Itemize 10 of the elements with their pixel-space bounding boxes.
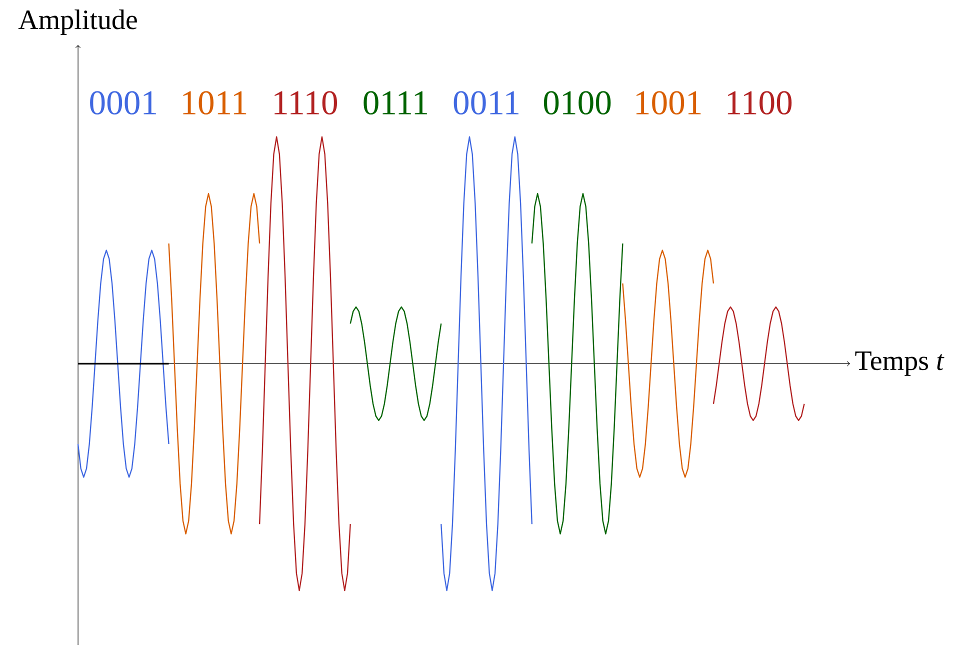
- text: 1100: [728, 91, 792, 115]
- text: 0001: [90, 91, 156, 115]
- text: 0100: [544, 91, 611, 115]
- y-axis-title: Amplitude: [18, 10, 137, 35]
- text: 0011: [454, 91, 518, 115]
- x-axis-title: Temps t: [855, 352, 944, 376]
- text: 1110: [274, 91, 338, 115]
- text: 0111: [364, 91, 428, 115]
- text: 1011: [183, 91, 246, 115]
- text: 1001: [636, 91, 701, 115]
